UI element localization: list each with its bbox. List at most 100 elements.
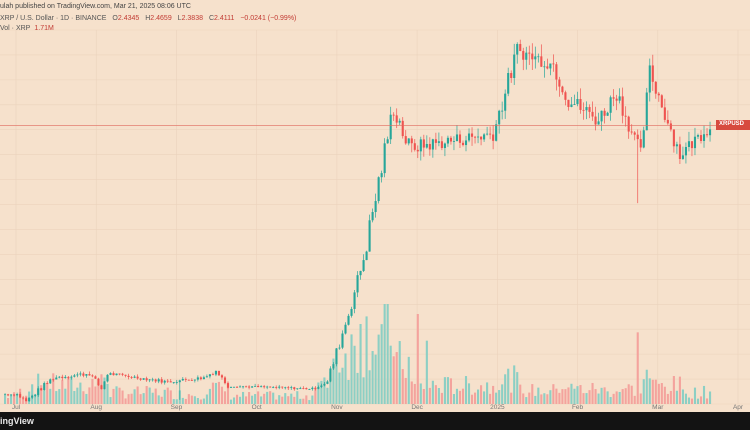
volume-bar [522,393,525,404]
volume-bar [154,388,157,404]
candle-body [663,107,666,120]
volume-bar [624,388,627,404]
candle-body [413,143,416,150]
volume-bar [124,398,127,404]
volume-bar [672,376,675,404]
candle-body [455,134,459,142]
volume-bar [70,377,73,404]
candle-body [127,375,130,378]
candle-body [386,139,389,144]
candle-body [290,387,293,389]
volume-bar [464,376,468,404]
candle-body [193,379,196,381]
candle-body [573,104,576,105]
candle-body [323,383,326,386]
volume-bar [181,397,184,404]
candle-body [202,377,205,380]
volume-bar [425,340,428,404]
candle-body [446,137,449,144]
volume-bar [205,394,208,404]
candle-body [597,121,600,125]
volume-bar [67,377,70,404]
volume-bar [223,391,227,404]
volume-bar [398,341,401,404]
candle-body [10,394,13,396]
candle-body [106,374,109,382]
volume-bar [248,392,251,404]
volume-bar [416,314,419,404]
candle-body [377,177,380,202]
volume-bar [329,371,332,404]
candle-body [678,144,681,159]
candle-body [308,389,311,390]
candle-body [311,387,314,390]
volume-bar [73,390,76,404]
candle-body [630,131,633,133]
candle-body [142,378,145,380]
volume-bar [477,389,480,404]
candle-body [651,65,654,82]
x-tick-label: Apr [733,404,744,411]
candle-body [437,141,440,143]
volume-bar [389,345,392,404]
candle-body [130,377,133,378]
candle-body [696,135,700,137]
candle-body [245,386,248,388]
candle-body [320,385,323,388]
candle-body [100,385,103,390]
candle-body [275,387,278,388]
candle-body [115,373,118,376]
volume-bar [413,383,416,404]
volume-bar [392,356,395,404]
volume-bar [202,398,205,404]
candle-body [666,119,669,124]
candle-body [467,133,471,141]
price-tag-label: XRPUSD [719,121,745,128]
candle-body [356,275,359,293]
close-label: C [208,15,215,22]
volume-bar [407,356,410,404]
volume-bar [386,304,389,404]
candle-body [359,270,362,276]
candle-body [549,63,552,69]
candle-body [58,376,61,378]
volume-bar [639,393,642,404]
volume-bar [278,395,281,404]
volume-bar [651,379,654,404]
volume-bar [543,393,546,404]
candle-body [139,378,142,380]
candle-body [338,347,341,349]
candle-body [52,379,55,381]
volume-bar [94,386,97,404]
candle-body [404,136,407,144]
volume-bar [437,388,440,404]
candle-body [492,134,495,141]
volume-bar [678,376,681,404]
volume-bar [434,385,437,404]
volume-bar [145,386,148,404]
volume-bar [232,397,236,404]
x-tick-label: Jul [12,404,21,411]
grid-lines [0,29,750,405]
candle-body [220,375,224,378]
candle-body [464,140,468,146]
candle-body [537,56,540,58]
volume-bar [287,396,290,404]
candle-body [606,112,609,116]
candle-body [229,387,233,388]
volume-bar [284,393,287,404]
candle-body [528,52,531,54]
candle-body [516,44,519,55]
volume-bar [160,396,163,404]
volume-bar [663,386,666,404]
volume-bar [531,384,534,404]
candle-body [495,124,498,141]
volume-bar [254,394,257,404]
volume-bar [4,395,7,404]
candle-body [470,133,474,137]
volume-bar [510,392,513,404]
candle-body [97,378,100,386]
candle-body [287,387,290,389]
volume-bar [103,377,106,404]
